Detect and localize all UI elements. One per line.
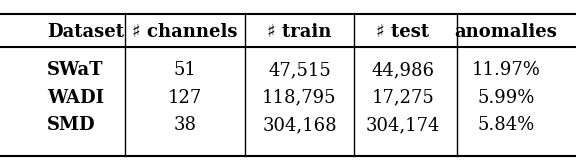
Text: 5.84%: 5.84% bbox=[477, 116, 535, 134]
Text: 17,275: 17,275 bbox=[372, 89, 434, 107]
Text: 127: 127 bbox=[168, 89, 202, 107]
Text: 304,168: 304,168 bbox=[262, 116, 337, 134]
Text: WADI: WADI bbox=[47, 89, 104, 107]
Text: 44,986: 44,986 bbox=[371, 61, 434, 79]
Text: ♯ channels: ♯ channels bbox=[132, 23, 237, 41]
Text: ♯ test: ♯ test bbox=[376, 23, 429, 41]
Text: SWaT: SWaT bbox=[47, 61, 104, 79]
Text: 118,795: 118,795 bbox=[262, 89, 337, 107]
Text: 38: 38 bbox=[173, 116, 196, 134]
Text: Dataset: Dataset bbox=[47, 23, 124, 41]
Text: 47,515: 47,515 bbox=[268, 61, 331, 79]
Text: 51: 51 bbox=[173, 61, 196, 79]
Text: 304,174: 304,174 bbox=[365, 116, 440, 134]
Text: ♯ train: ♯ train bbox=[267, 23, 332, 41]
Text: anomalies: anomalies bbox=[454, 23, 557, 41]
Text: SMD: SMD bbox=[47, 116, 96, 134]
Text: 11.97%: 11.97% bbox=[471, 61, 540, 79]
Text: 5.99%: 5.99% bbox=[477, 89, 535, 107]
